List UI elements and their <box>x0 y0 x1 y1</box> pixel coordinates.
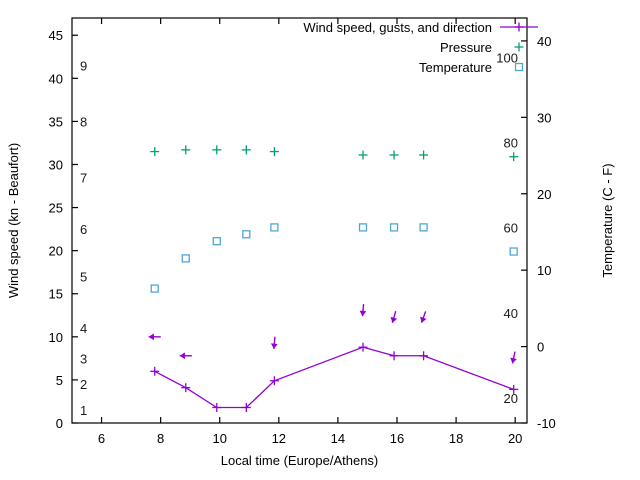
x-tick-label: 18 <box>449 431 463 446</box>
data-point-plus <box>509 384 519 394</box>
beaufort-label: 7 <box>80 170 87 185</box>
legend-label-2: Temperature <box>419 60 492 75</box>
y-tick-label: 35 <box>49 114 63 129</box>
data-point-plus <box>212 402 222 412</box>
beaufort-label: 1 <box>80 403 87 418</box>
beaufort-label: 5 <box>80 270 87 285</box>
wind-direction-arrow <box>390 311 398 324</box>
x-tick-label: 20 <box>508 431 522 446</box>
beaufort-label: 8 <box>80 114 87 129</box>
data-point-plus <box>181 383 191 393</box>
y-tick-label: 40 <box>49 71 63 86</box>
y2-tick-label: -10 <box>537 416 556 431</box>
data-point-square <box>212 237 221 246</box>
data-point-square <box>181 254 190 263</box>
wind-direction-arrow <box>359 304 367 317</box>
data-point-square <box>419 223 428 232</box>
y-tick-label: 20 <box>49 244 63 259</box>
y2-tick-label: 30 <box>537 110 551 125</box>
y2-axis-title: Temperature (C - F) <box>600 163 615 277</box>
wind-direction-arrow <box>148 333 161 341</box>
x-tick-label: 16 <box>390 431 404 446</box>
wind-speed-line <box>154 346 514 409</box>
data-point-square <box>358 223 368 232</box>
x-tick-label: 14 <box>331 431 345 446</box>
data-point-plus <box>358 342 368 352</box>
data-point-plus <box>181 145 191 155</box>
y-tick-label: 25 <box>49 201 63 216</box>
data-point-plus <box>269 376 279 386</box>
wind-direction-arrow <box>179 352 192 360</box>
beaufort-label: 4 <box>80 321 87 336</box>
data-point-square <box>150 284 159 293</box>
legend-label-0: Wind speed, gusts, and direction <box>303 20 492 35</box>
data-point-plus <box>241 402 251 412</box>
x-tick-label: 12 <box>272 431 286 446</box>
data-point-plus <box>419 351 429 361</box>
y-tick-label: 15 <box>49 287 63 302</box>
data-point-plus <box>150 147 160 157</box>
wind-direction-arrow <box>270 336 278 349</box>
y-tick-label: 30 <box>49 157 63 172</box>
fahrenheit-label: 80 <box>504 136 518 151</box>
y-tick-label: 10 <box>49 330 63 345</box>
plot-frame <box>71 17 528 424</box>
data-point-square <box>389 223 399 232</box>
fahrenheit-label: 40 <box>504 306 518 321</box>
data-point-plus <box>509 152 519 162</box>
data-point-plus <box>150 366 160 376</box>
legend-marker-1 <box>514 42 524 52</box>
data-point-plus <box>389 351 399 361</box>
beaufort-label: 3 <box>80 351 87 366</box>
beaufort-label: 2 <box>80 377 87 392</box>
data-point-plus <box>241 145 251 155</box>
x-tick-label: 10 <box>212 431 226 446</box>
legend-marker-0 <box>514 22 524 32</box>
data-point-plus <box>212 145 222 155</box>
beaufort-label: 9 <box>80 58 87 73</box>
y2-tick-label: 0 <box>537 340 544 355</box>
data-point-plus <box>269 147 279 157</box>
data-point-square <box>509 247 518 256</box>
x-tick-label: 8 <box>157 431 164 446</box>
x-axis-title: Local time (Europe/Athens) <box>221 453 379 468</box>
data-point-plus <box>358 150 368 160</box>
y-tick-label: 5 <box>56 373 63 388</box>
wind-direction-arrow <box>420 311 427 323</box>
wind-direction-arrow <box>510 351 517 364</box>
y2-tick-label: 40 <box>537 34 551 49</box>
y-tick-label: 0 <box>56 416 63 431</box>
y-tick-label: 45 <box>49 28 63 43</box>
data-point-plus <box>419 150 429 160</box>
beaufort-label: 6 <box>80 222 87 237</box>
y2-tick-label: 10 <box>537 263 551 278</box>
fahrenheit-label: 20 <box>504 391 518 406</box>
fahrenheit-label: 100 <box>496 51 518 66</box>
data-point-square <box>270 223 279 232</box>
legend-marker-2 <box>514 62 524 72</box>
y2-tick-label: 20 <box>537 187 551 202</box>
legend-label-1: Pressure <box>440 40 492 55</box>
y-axis-title: Wind speed (kn - Beaufort) <box>6 143 21 298</box>
data-point-plus <box>389 150 399 160</box>
fahrenheit-label: 60 <box>504 220 518 235</box>
x-tick-label: 6 <box>98 431 105 446</box>
data-point-square <box>242 230 251 239</box>
